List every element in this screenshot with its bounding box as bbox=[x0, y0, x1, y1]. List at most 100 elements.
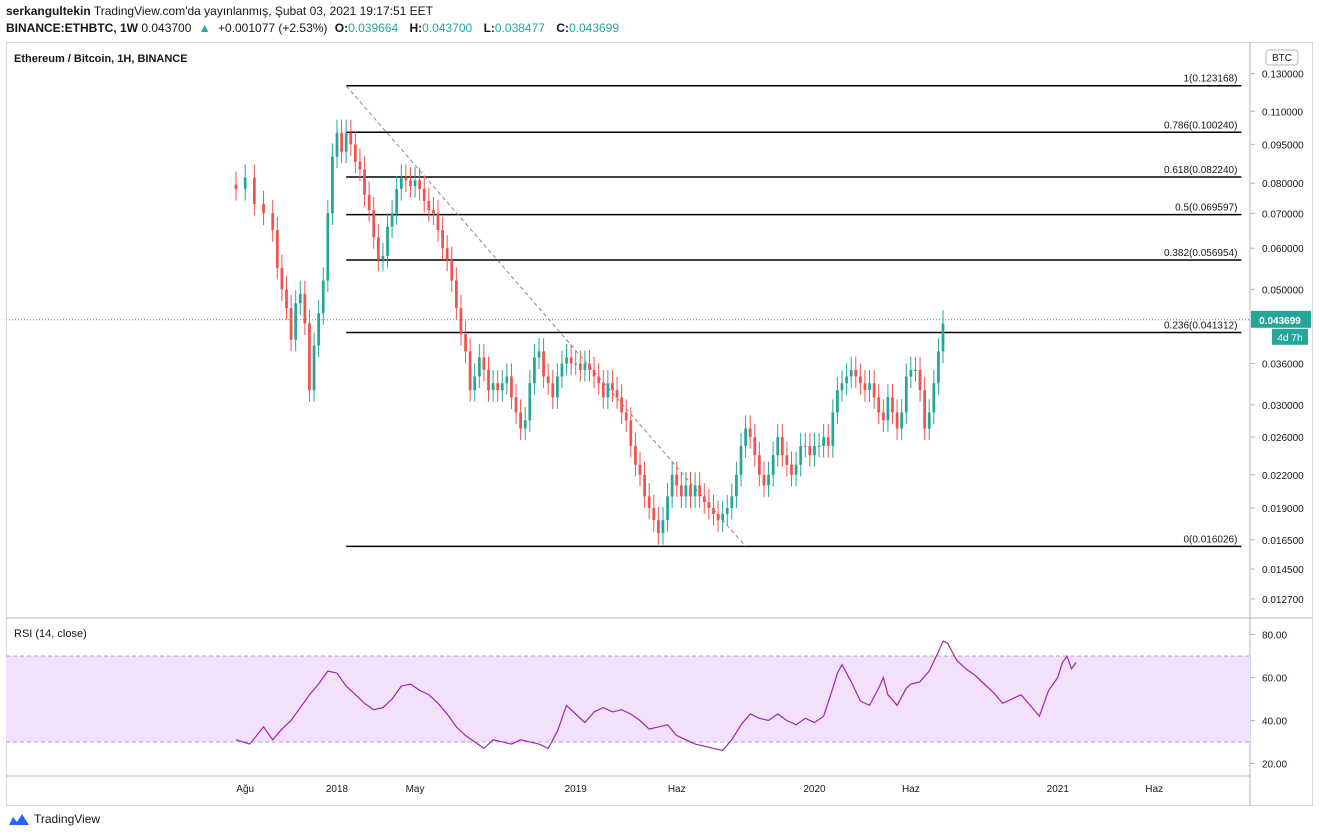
brand-name: TradingView bbox=[34, 812, 101, 826]
price-axis-label: 0.012700 bbox=[1262, 595, 1304, 606]
candle-body bbox=[716, 513, 720, 521]
candle-body bbox=[482, 357, 486, 370]
candle-body bbox=[500, 383, 504, 391]
candle-body bbox=[533, 357, 536, 384]
candle-body bbox=[771, 455, 775, 475]
rsi-title: RSI (14, close) bbox=[14, 628, 87, 640]
price-axis-label: 0.110000 bbox=[1262, 107, 1303, 118]
candle-body bbox=[914, 369, 917, 371]
candle-body bbox=[693, 485, 697, 497]
candle-body bbox=[881, 412, 885, 421]
rsi-band bbox=[6, 656, 1250, 742]
chart-container[interactable]: Ethereum / Bitcoin, 1H, BINANCE BTC RSI … bbox=[5, 41, 1314, 811]
chart-header: serkangultekin TradingView.com'da yayınl… bbox=[6, 3, 627, 37]
candle-body bbox=[390, 213, 394, 227]
candle-body bbox=[436, 213, 440, 231]
candle-body bbox=[684, 485, 688, 497]
time-axis-label: Haz bbox=[668, 784, 686, 795]
candle-body bbox=[588, 363, 591, 370]
candle-body bbox=[326, 213, 330, 281]
price-axis-label: 0.016500 bbox=[1262, 536, 1304, 547]
price-axis-label: 0.019000 bbox=[1262, 504, 1304, 515]
candle-body bbox=[932, 383, 936, 413]
symbol[interactable]: BINANCE:ETHBTC, 1W bbox=[6, 21, 138, 35]
rsi-axis-label: 20.00 bbox=[1262, 759, 1287, 770]
candle-body bbox=[312, 345, 316, 391]
candle-body bbox=[349, 132, 353, 145]
up-arrow-icon: ▲ bbox=[198, 21, 211, 35]
candle-body bbox=[937, 351, 940, 384]
candle-body bbox=[849, 369, 853, 377]
price-chart[interactable]: Ethereum / Bitcoin, 1H, BINANCE BTC RSI … bbox=[5, 41, 1314, 807]
candle-body bbox=[496, 383, 500, 391]
candle-body bbox=[450, 259, 454, 281]
candle-body bbox=[794, 464, 798, 475]
candle-body bbox=[652, 507, 656, 521]
last-price-text: 0.043700 bbox=[141, 21, 192, 35]
low-label: L: bbox=[483, 21, 495, 35]
candle-body bbox=[574, 363, 578, 365]
time-axis-label: Haz bbox=[902, 784, 920, 795]
candle-body bbox=[776, 437, 780, 456]
candle-body bbox=[689, 485, 692, 497]
candle-body bbox=[900, 412, 904, 429]
candle-body bbox=[854, 369, 858, 377]
candle-body bbox=[399, 177, 403, 189]
candle-body bbox=[473, 376, 477, 391]
high-label: H: bbox=[409, 21, 423, 35]
rsi-axis-label: 40.00 bbox=[1262, 716, 1287, 727]
candle-body bbox=[918, 369, 922, 391]
price-axis-label: 0.080000 bbox=[1262, 179, 1304, 190]
candle-body bbox=[275, 230, 279, 268]
candle-body bbox=[418, 180, 422, 189]
candle-body bbox=[725, 507, 729, 514]
candle-body bbox=[395, 188, 399, 214]
price-axis-label: 0.014500 bbox=[1262, 565, 1304, 576]
candle-body bbox=[294, 303, 298, 340]
candle-body bbox=[404, 177, 408, 181]
candle-body bbox=[578, 363, 582, 370]
candle-body bbox=[505, 376, 509, 384]
candle-body bbox=[376, 237, 380, 260]
price-axis-label: 0.060000 bbox=[1262, 244, 1304, 255]
symbol-line: BINANCE:ETHBTC, 1W 0.043700 ▲ +0.001077 … bbox=[6, 20, 627, 37]
price-change: +0.001077 (+2.53%) bbox=[217, 21, 328, 35]
publish-line: serkangultekin TradingView.com'da yayınl… bbox=[6, 3, 627, 20]
last-price-tag bbox=[1251, 310, 1311, 328]
candle-body bbox=[661, 520, 665, 534]
price-axis-label: 0.130000 bbox=[1262, 70, 1304, 81]
footer-brand[interactable]: TradingView bbox=[8, 812, 100, 826]
price-axis-label: 0.026000 bbox=[1262, 433, 1304, 444]
currency-badge[interactable] bbox=[1265, 49, 1299, 66]
candle-body bbox=[468, 351, 472, 391]
fib-level-label: 0.5(0.069597) bbox=[1175, 203, 1237, 214]
candle-body bbox=[634, 445, 637, 465]
candle-body bbox=[514, 397, 518, 413]
time-axis-label: 2019 bbox=[565, 784, 588, 795]
author-name[interactable]: serkangultekin bbox=[6, 4, 91, 18]
candle-body bbox=[234, 184, 238, 189]
candle-body bbox=[868, 383, 871, 391]
rsi-axis-label: 80.00 bbox=[1262, 631, 1287, 642]
candle-body bbox=[739, 445, 743, 475]
time-axis-label: Haz bbox=[1145, 784, 1163, 795]
chart-title: Ethereum / Bitcoin, 1H, BINANCE bbox=[14, 53, 188, 65]
candle-body bbox=[845, 376, 848, 384]
candle-body bbox=[863, 383, 867, 391]
fib-level-label: 0(0.016026) bbox=[1183, 534, 1237, 545]
candle-body bbox=[877, 397, 881, 413]
candle-body bbox=[679, 485, 683, 497]
price-axis-label: 0.050000 bbox=[1262, 285, 1304, 296]
candle-body bbox=[252, 177, 256, 204]
countdown-label: 4d 7h bbox=[1277, 333, 1302, 344]
candle-body bbox=[675, 474, 679, 486]
candle-body bbox=[560, 363, 564, 377]
time-axis-label: Ağu bbox=[236, 784, 254, 795]
price-axis-label: 0.070000 bbox=[1262, 209, 1304, 220]
candle-body bbox=[335, 132, 339, 157]
candle-body bbox=[831, 412, 835, 446]
candle-body bbox=[941, 323, 945, 352]
candle-body bbox=[895, 412, 899, 429]
candle-body bbox=[822, 437, 826, 446]
fib-level-label: 0.618(0.082240) bbox=[1164, 165, 1237, 176]
